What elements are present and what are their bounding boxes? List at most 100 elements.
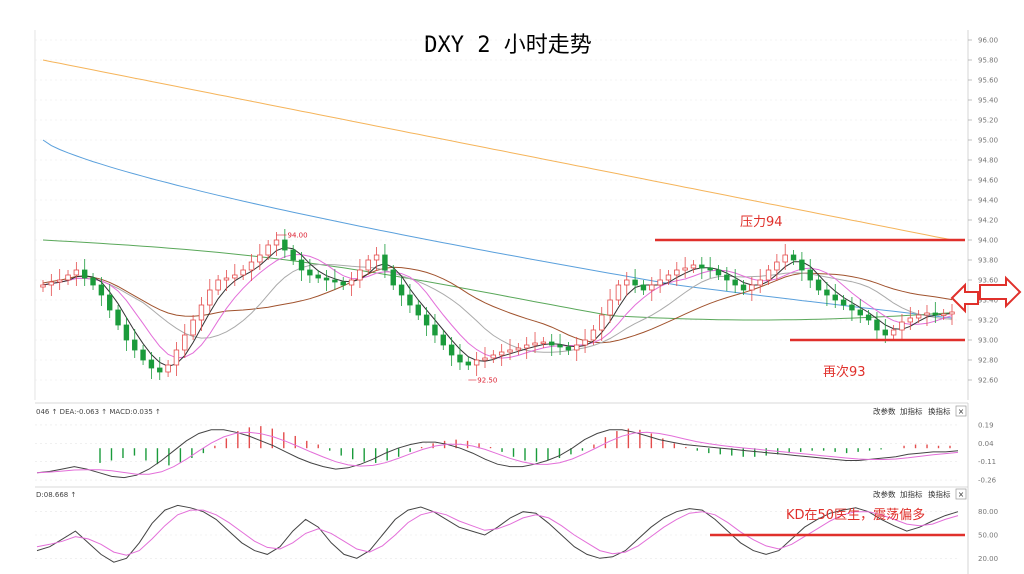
ma-black-line xyxy=(42,246,953,367)
macd-dif-line xyxy=(36,429,959,479)
candle-body xyxy=(65,274,71,281)
candle-body xyxy=(207,289,213,306)
candle-body xyxy=(382,254,388,271)
candle-body xyxy=(115,309,121,326)
candle-body xyxy=(173,349,180,366)
candle-body xyxy=(473,359,480,366)
candle-body xyxy=(732,279,738,286)
candle-body xyxy=(699,264,705,269)
candle-body xyxy=(832,294,838,301)
macd-y-tick: 0.19 xyxy=(978,421,994,429)
y-tick-label: 93.40 xyxy=(978,297,998,305)
ma-green-line xyxy=(42,239,953,321)
kd-switch-button[interactable]: 换指标 xyxy=(928,489,951,499)
kd-close-button[interactable]: × xyxy=(955,488,967,500)
high-price-label: 94.00 xyxy=(288,232,308,240)
macd-close-button[interactable]: × xyxy=(955,405,967,417)
candle-body xyxy=(740,284,747,291)
candle-body xyxy=(874,319,880,331)
y-tick-label: 94.20 xyxy=(978,217,998,225)
candle-body xyxy=(682,267,688,271)
price-annotations: 压力94 再次93 94.00 92.50 xyxy=(276,215,965,385)
candle-body xyxy=(932,312,939,316)
chart-title: DXY 2 小时走势 xyxy=(424,33,591,58)
low-price-label: 92.50 xyxy=(477,377,497,385)
candle-body xyxy=(148,359,155,369)
candle-body xyxy=(940,313,947,316)
y-tick-label: 94.40 xyxy=(978,197,998,205)
candle-body xyxy=(807,269,813,281)
candle-body xyxy=(90,277,96,286)
candle-body xyxy=(140,349,146,361)
candle-body xyxy=(615,284,622,301)
moving-averages xyxy=(42,59,953,367)
candle-body xyxy=(198,304,205,321)
candle-body xyxy=(749,284,755,291)
candle-body xyxy=(532,342,538,346)
y-tick-label: 92.60 xyxy=(978,377,998,385)
candle-body xyxy=(774,261,780,271)
macd-header: 046 ↑ DEA:-0.063 ↑ MACD:0.035 ↑ xyxy=(36,408,161,416)
y-tick-label: 93.80 xyxy=(978,257,998,265)
candle-body xyxy=(465,361,472,366)
macd-dea-line xyxy=(36,431,959,475)
macd-param-button[interactable]: 改参数 xyxy=(873,406,896,416)
candle-body xyxy=(557,344,563,348)
kd-y-tick: 20.00 xyxy=(978,555,998,563)
k-line xyxy=(36,504,959,563)
candle-body xyxy=(190,319,196,336)
candle-body xyxy=(357,269,363,281)
candle-body xyxy=(232,274,238,279)
candle-body xyxy=(582,339,588,346)
candle-body xyxy=(865,314,872,321)
kd-param-button[interactable]: 改参数 xyxy=(873,489,896,499)
candle-body xyxy=(599,314,605,331)
y-tick-label: 93.60 xyxy=(978,277,998,285)
close-icon: × xyxy=(958,490,964,499)
candle-body xyxy=(165,364,171,373)
candle-body xyxy=(824,289,830,296)
candle-body xyxy=(290,249,296,261)
macd-switch-button[interactable]: 换指标 xyxy=(928,406,951,416)
candle-body xyxy=(649,284,655,291)
candle-body xyxy=(407,294,413,306)
ma-mid-line xyxy=(42,139,953,319)
candle-body xyxy=(707,267,713,271)
candlesticks xyxy=(40,229,955,380)
candle-body xyxy=(282,239,288,251)
candle-body xyxy=(523,344,530,349)
candle-body xyxy=(415,304,421,316)
candle-body xyxy=(915,314,922,319)
candle-body xyxy=(348,279,355,286)
candle-body xyxy=(507,349,513,353)
candle-body xyxy=(882,329,888,336)
candle-body xyxy=(107,294,113,311)
candle-body xyxy=(423,314,430,326)
candle-body xyxy=(757,279,763,286)
macd-add-button[interactable]: 加指标 xyxy=(900,406,923,416)
macd-panel: 0.19 0.04 -0.11 -0.26 xyxy=(35,402,997,487)
candle-body xyxy=(307,269,313,276)
y-tick-label: 95.80 xyxy=(978,57,998,65)
candle-body xyxy=(857,309,863,316)
candle-body xyxy=(574,344,580,351)
candle-body xyxy=(56,279,63,283)
kd-add-button[interactable]: 加指标 xyxy=(900,489,923,499)
y-tick-label: 95.20 xyxy=(978,117,998,125)
candle-body xyxy=(298,259,305,271)
y-tick-label: 94.60 xyxy=(978,177,998,185)
candle-body xyxy=(565,346,572,351)
candle-body xyxy=(799,259,805,271)
candle-body xyxy=(373,254,380,261)
macd-y-tick: 0.04 xyxy=(978,440,994,448)
y-tick-label: 95.00 xyxy=(978,137,998,145)
candle-body xyxy=(340,281,346,286)
candle-body xyxy=(624,279,630,286)
candle-body xyxy=(215,279,221,291)
y-tick-label: 95.60 xyxy=(978,77,998,85)
candle-body xyxy=(132,339,138,351)
candle-body xyxy=(840,299,847,306)
candle-body xyxy=(273,239,280,246)
candle-body xyxy=(257,254,263,263)
